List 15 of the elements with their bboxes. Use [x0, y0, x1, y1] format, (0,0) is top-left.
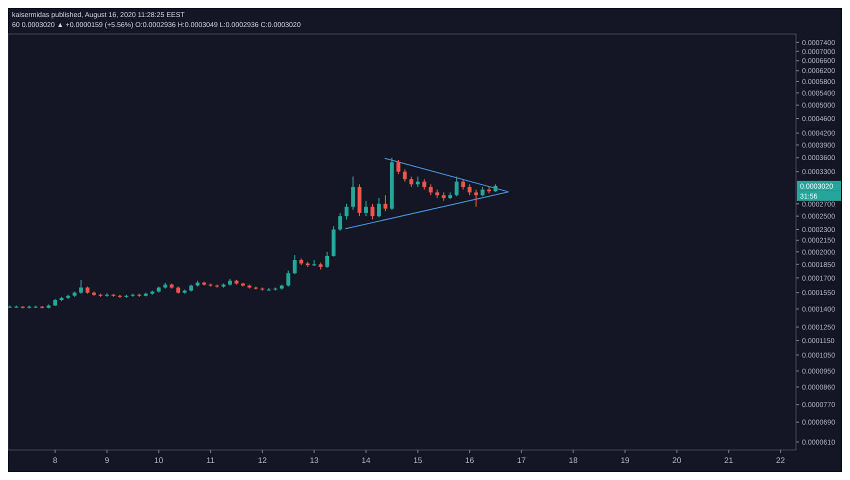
x-tick-label: 8	[52, 456, 58, 465]
x-tick-label: 12	[258, 456, 268, 465]
x-tick-label: 14	[362, 456, 371, 465]
x-tick-label: 10	[154, 456, 164, 465]
x-tick-label: 16	[465, 456, 475, 465]
x-tick-label: 20	[672, 456, 682, 465]
x-tick-label: 19	[620, 456, 630, 465]
x-tick-label: 18	[568, 456, 578, 465]
x-tick-label: 9	[104, 456, 110, 465]
x-tick-label: 21	[724, 456, 734, 465]
x-tick-label: 17	[516, 456, 526, 465]
x-tick-label: 13	[310, 456, 320, 465]
x-tick-label: 15	[413, 456, 423, 465]
x-tick-label: 22	[776, 456, 786, 465]
x-tick-label: 11	[206, 456, 216, 465]
